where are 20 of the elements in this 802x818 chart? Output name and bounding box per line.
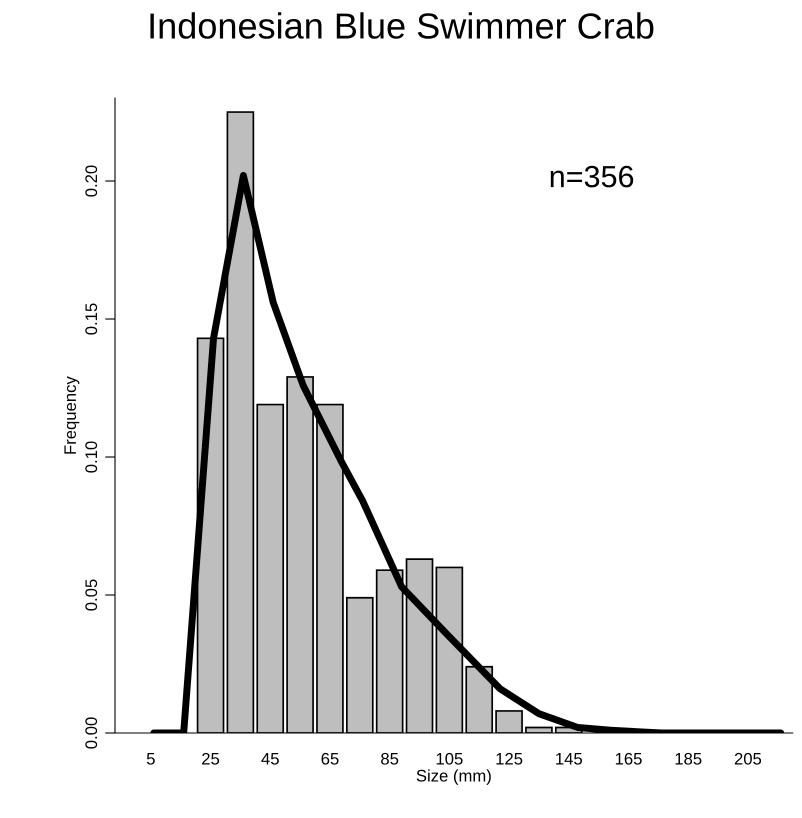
- chart-title: Indonesian Blue Swimmer Crab: [150, 12, 654, 39]
- y-tick-label: 0.20: [85, 165, 98, 197]
- x-tick-label: 165: [616, 752, 642, 765]
- x-tick-label: 105: [436, 752, 463, 765]
- x-tick-label: 145: [556, 753, 582, 765]
- x-tick-label: 5: [146, 753, 155, 765]
- x-tick-label: 65: [322, 752, 339, 765]
- x-tick-label: 45: [261, 753, 279, 765]
- y-tick-label: 0.00: [85, 717, 98, 749]
- annotation: n=356: [550, 166, 634, 188]
- y-tick-label: 0.10: [85, 441, 98, 473]
- x-tick-label: 85: [381, 752, 398, 765]
- y-tick-label: 0.05: [85, 579, 98, 611]
- x-tick-label: 125: [496, 752, 522, 765]
- x-tick-label: 185: [676, 752, 702, 765]
- x-tick-label: 205: [734, 752, 762, 765]
- x-axis-title: Size (mm): [416, 769, 491, 785]
- y-tick-label: 0.15: [85, 304, 98, 335]
- y-axis-title: Frequency: [64, 376, 80, 454]
- x-tick-label: 25: [202, 752, 220, 765]
